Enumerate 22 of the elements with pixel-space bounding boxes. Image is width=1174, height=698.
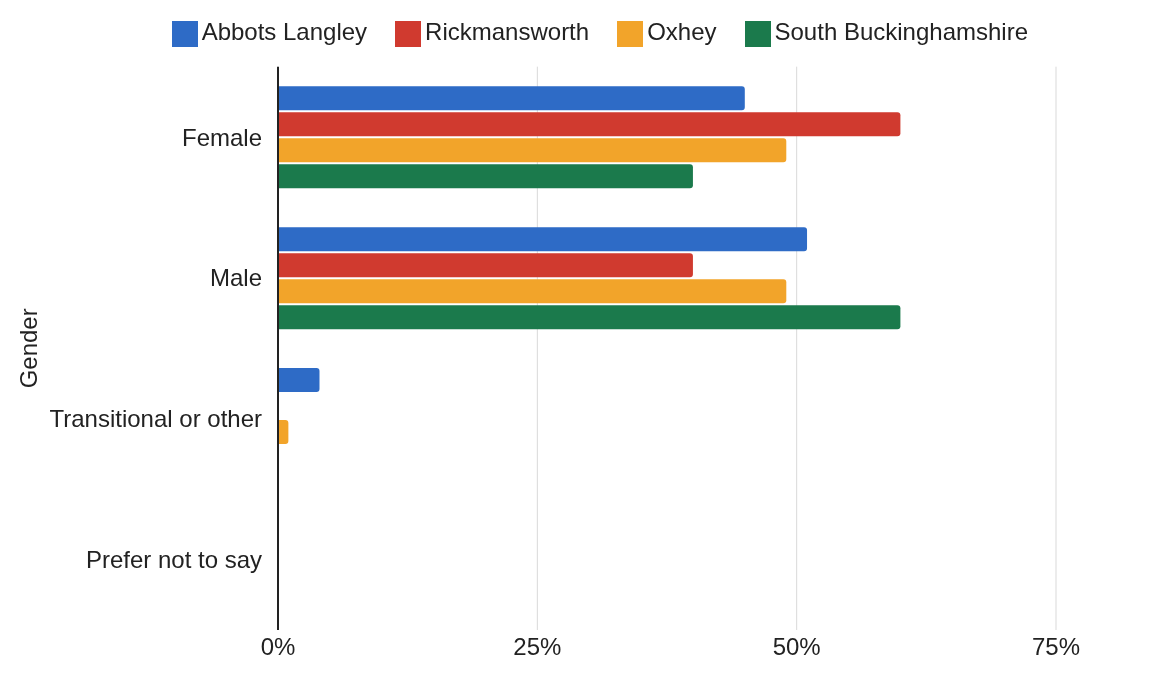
x-tick-label: 25% (513, 633, 562, 661)
bar (278, 164, 693, 189)
legend-label: Oxhey (647, 18, 717, 45)
x-tick-label: 0% (260, 633, 296, 661)
bar (278, 253, 693, 278)
y-tick-label: Female (181, 123, 262, 151)
x-tick-label: 75% (1031, 633, 1081, 661)
legend-label: Rickmansworth (425, 18, 590, 45)
bar (278, 112, 901, 137)
bar (278, 368, 320, 393)
bar (278, 305, 901, 330)
y-tick-label: Male (209, 264, 262, 292)
y-tick-label: Transitional or other (49, 405, 262, 433)
y-axis-title: Gender (14, 308, 42, 389)
bar (278, 227, 808, 252)
bar (278, 86, 745, 111)
bar (278, 279, 787, 304)
legend-label: South Buckinghamshire (774, 18, 1028, 45)
y-tick-label: Prefer not to say (85, 546, 262, 574)
bar (278, 138, 787, 163)
legend-label: Abbots Langley (201, 18, 368, 45)
x-tick-label: 50% (772, 633, 821, 661)
